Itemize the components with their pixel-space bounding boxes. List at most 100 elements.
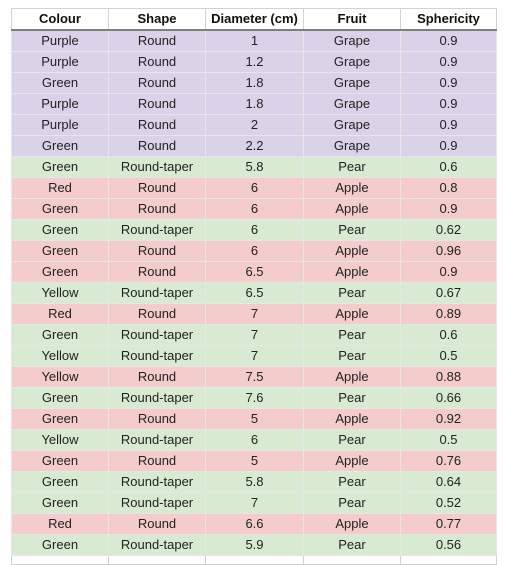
cell-colour[interactable]: Purple	[11, 114, 109, 136]
cell-fruit[interactable]: Apple	[303, 240, 401, 262]
cell-colour[interactable]: Green	[11, 240, 109, 262]
cell-colour[interactable]: Yellow	[11, 282, 109, 304]
empty-cell[interactable]	[11, 555, 109, 565]
cell-sphericity[interactable]: 0.67	[400, 282, 497, 304]
cell-diameter[interactable]: 5	[205, 450, 304, 472]
cell-fruit[interactable]: Pear	[303, 156, 401, 178]
cell-sphericity[interactable]: 0.9	[400, 114, 497, 136]
cell-colour[interactable]: Green	[11, 387, 109, 409]
cell-sphericity[interactable]: 0.92	[400, 408, 497, 430]
cell-diameter[interactable]: 7	[205, 492, 304, 514]
cell-shape[interactable]: Round-taper	[108, 282, 206, 304]
cell-colour[interactable]: Purple	[11, 29, 109, 52]
cell-colour[interactable]: Green	[11, 492, 109, 514]
cell-sphericity[interactable]: 0.76	[400, 450, 497, 472]
cell-diameter[interactable]: 5.8	[205, 471, 304, 493]
cell-diameter[interactable]: 5	[205, 408, 304, 430]
cell-fruit[interactable]: Pear	[303, 345, 401, 367]
cell-shape[interactable]: Round	[108, 51, 206, 73]
cell-colour[interactable]: Green	[11, 324, 109, 346]
cell-colour[interactable]: Green	[11, 534, 109, 556]
cell-sphericity[interactable]: 0.6	[400, 156, 497, 178]
cell-fruit[interactable]: Grape	[303, 51, 401, 73]
empty-cell[interactable]	[400, 555, 497, 565]
cell-colour[interactable]: Green	[11, 156, 109, 178]
cell-colour[interactable]: Green	[11, 408, 109, 430]
cell-shape[interactable]: Round	[108, 303, 206, 325]
cell-colour[interactable]: Green	[11, 198, 109, 220]
cell-diameter[interactable]: 6.6	[205, 513, 304, 535]
cell-fruit[interactable]: Apple	[303, 177, 401, 199]
cell-fruit[interactable]: Grape	[303, 72, 401, 94]
cell-diameter[interactable]: 2.2	[205, 135, 304, 157]
cell-shape[interactable]: Round	[108, 114, 206, 136]
cell-shape[interactable]: Round	[108, 177, 206, 199]
cell-colour[interactable]: Green	[11, 135, 109, 157]
header-cell-fruit[interactable]: Fruit	[303, 8, 401, 31]
cell-fruit[interactable]: Apple	[303, 513, 401, 535]
cell-diameter[interactable]: 6	[205, 240, 304, 262]
cell-shape[interactable]: Round	[108, 135, 206, 157]
cell-shape[interactable]: Round-taper	[108, 534, 206, 556]
cell-sphericity[interactable]: 0.89	[400, 303, 497, 325]
cell-colour[interactable]: Yellow	[11, 345, 109, 367]
cell-fruit[interactable]: Pear	[303, 282, 401, 304]
cell-diameter[interactable]: 7.6	[205, 387, 304, 409]
cell-sphericity[interactable]: 0.9	[400, 29, 497, 52]
cell-fruit[interactable]: Apple	[303, 408, 401, 430]
cell-diameter[interactable]: 2	[205, 114, 304, 136]
cell-sphericity[interactable]: 0.64	[400, 471, 497, 493]
cell-diameter[interactable]: 1.2	[205, 51, 304, 73]
cell-colour[interactable]: Purple	[11, 93, 109, 115]
cell-diameter[interactable]: 6	[205, 198, 304, 220]
cell-shape[interactable]: Round-taper	[108, 471, 206, 493]
cell-diameter[interactable]: 1.8	[205, 93, 304, 115]
cell-fruit[interactable]: Apple	[303, 303, 401, 325]
cell-colour[interactable]: Green	[11, 450, 109, 472]
cell-diameter[interactable]: 7	[205, 345, 304, 367]
cell-sphericity[interactable]: 0.56	[400, 534, 497, 556]
header-cell-diameter[interactable]: Diameter (cm)	[205, 8, 304, 31]
cell-shape[interactable]: Round-taper	[108, 324, 206, 346]
cell-sphericity[interactable]: 0.9	[400, 135, 497, 157]
cell-sphericity[interactable]: 0.88	[400, 366, 497, 388]
cell-fruit[interactable]: Apple	[303, 450, 401, 472]
cell-shape[interactable]: Round	[108, 240, 206, 262]
cell-diameter[interactable]: 5.9	[205, 534, 304, 556]
cell-fruit[interactable]: Pear	[303, 534, 401, 556]
cell-shape[interactable]: Round-taper	[108, 219, 206, 241]
empty-cell[interactable]	[205, 555, 304, 565]
cell-sphericity[interactable]: 0.9	[400, 51, 497, 73]
cell-shape[interactable]: Round	[108, 29, 206, 52]
header-cell-sphericity[interactable]: Sphericity	[400, 8, 497, 31]
empty-cell[interactable]	[303, 555, 401, 565]
cell-colour[interactable]: Green	[11, 219, 109, 241]
cell-sphericity[interactable]: 0.96	[400, 240, 497, 262]
cell-fruit[interactable]: Pear	[303, 429, 401, 451]
cell-fruit[interactable]: Pear	[303, 471, 401, 493]
cell-colour[interactable]: Red	[11, 513, 109, 535]
cell-diameter[interactable]: 7.5	[205, 366, 304, 388]
cell-colour[interactable]: Green	[11, 471, 109, 493]
cell-fruit[interactable]: Grape	[303, 114, 401, 136]
cell-diameter[interactable]: 6	[205, 219, 304, 241]
cell-shape[interactable]: Round-taper	[108, 156, 206, 178]
cell-fruit[interactable]: Grape	[303, 135, 401, 157]
header-cell-colour[interactable]: Colour	[11, 8, 109, 31]
cell-diameter[interactable]: 5.8	[205, 156, 304, 178]
cell-sphericity[interactable]: 0.8	[400, 177, 497, 199]
cell-diameter[interactable]: 6.5	[205, 261, 304, 283]
cell-diameter[interactable]: 1	[205, 29, 304, 52]
cell-colour[interactable]: Red	[11, 303, 109, 325]
cell-sphericity[interactable]: 0.52	[400, 492, 497, 514]
cell-shape[interactable]: Round	[108, 366, 206, 388]
cell-shape[interactable]: Round	[108, 72, 206, 94]
cell-shape[interactable]: Round	[108, 261, 206, 283]
cell-sphericity[interactable]: 0.62	[400, 219, 497, 241]
cell-colour[interactable]: Green	[11, 72, 109, 94]
cell-fruit[interactable]: Apple	[303, 198, 401, 220]
cell-diameter[interactable]: 7	[205, 324, 304, 346]
cell-sphericity[interactable]: 0.9	[400, 198, 497, 220]
cell-shape[interactable]: Round-taper	[108, 387, 206, 409]
cell-colour[interactable]: Green	[11, 261, 109, 283]
